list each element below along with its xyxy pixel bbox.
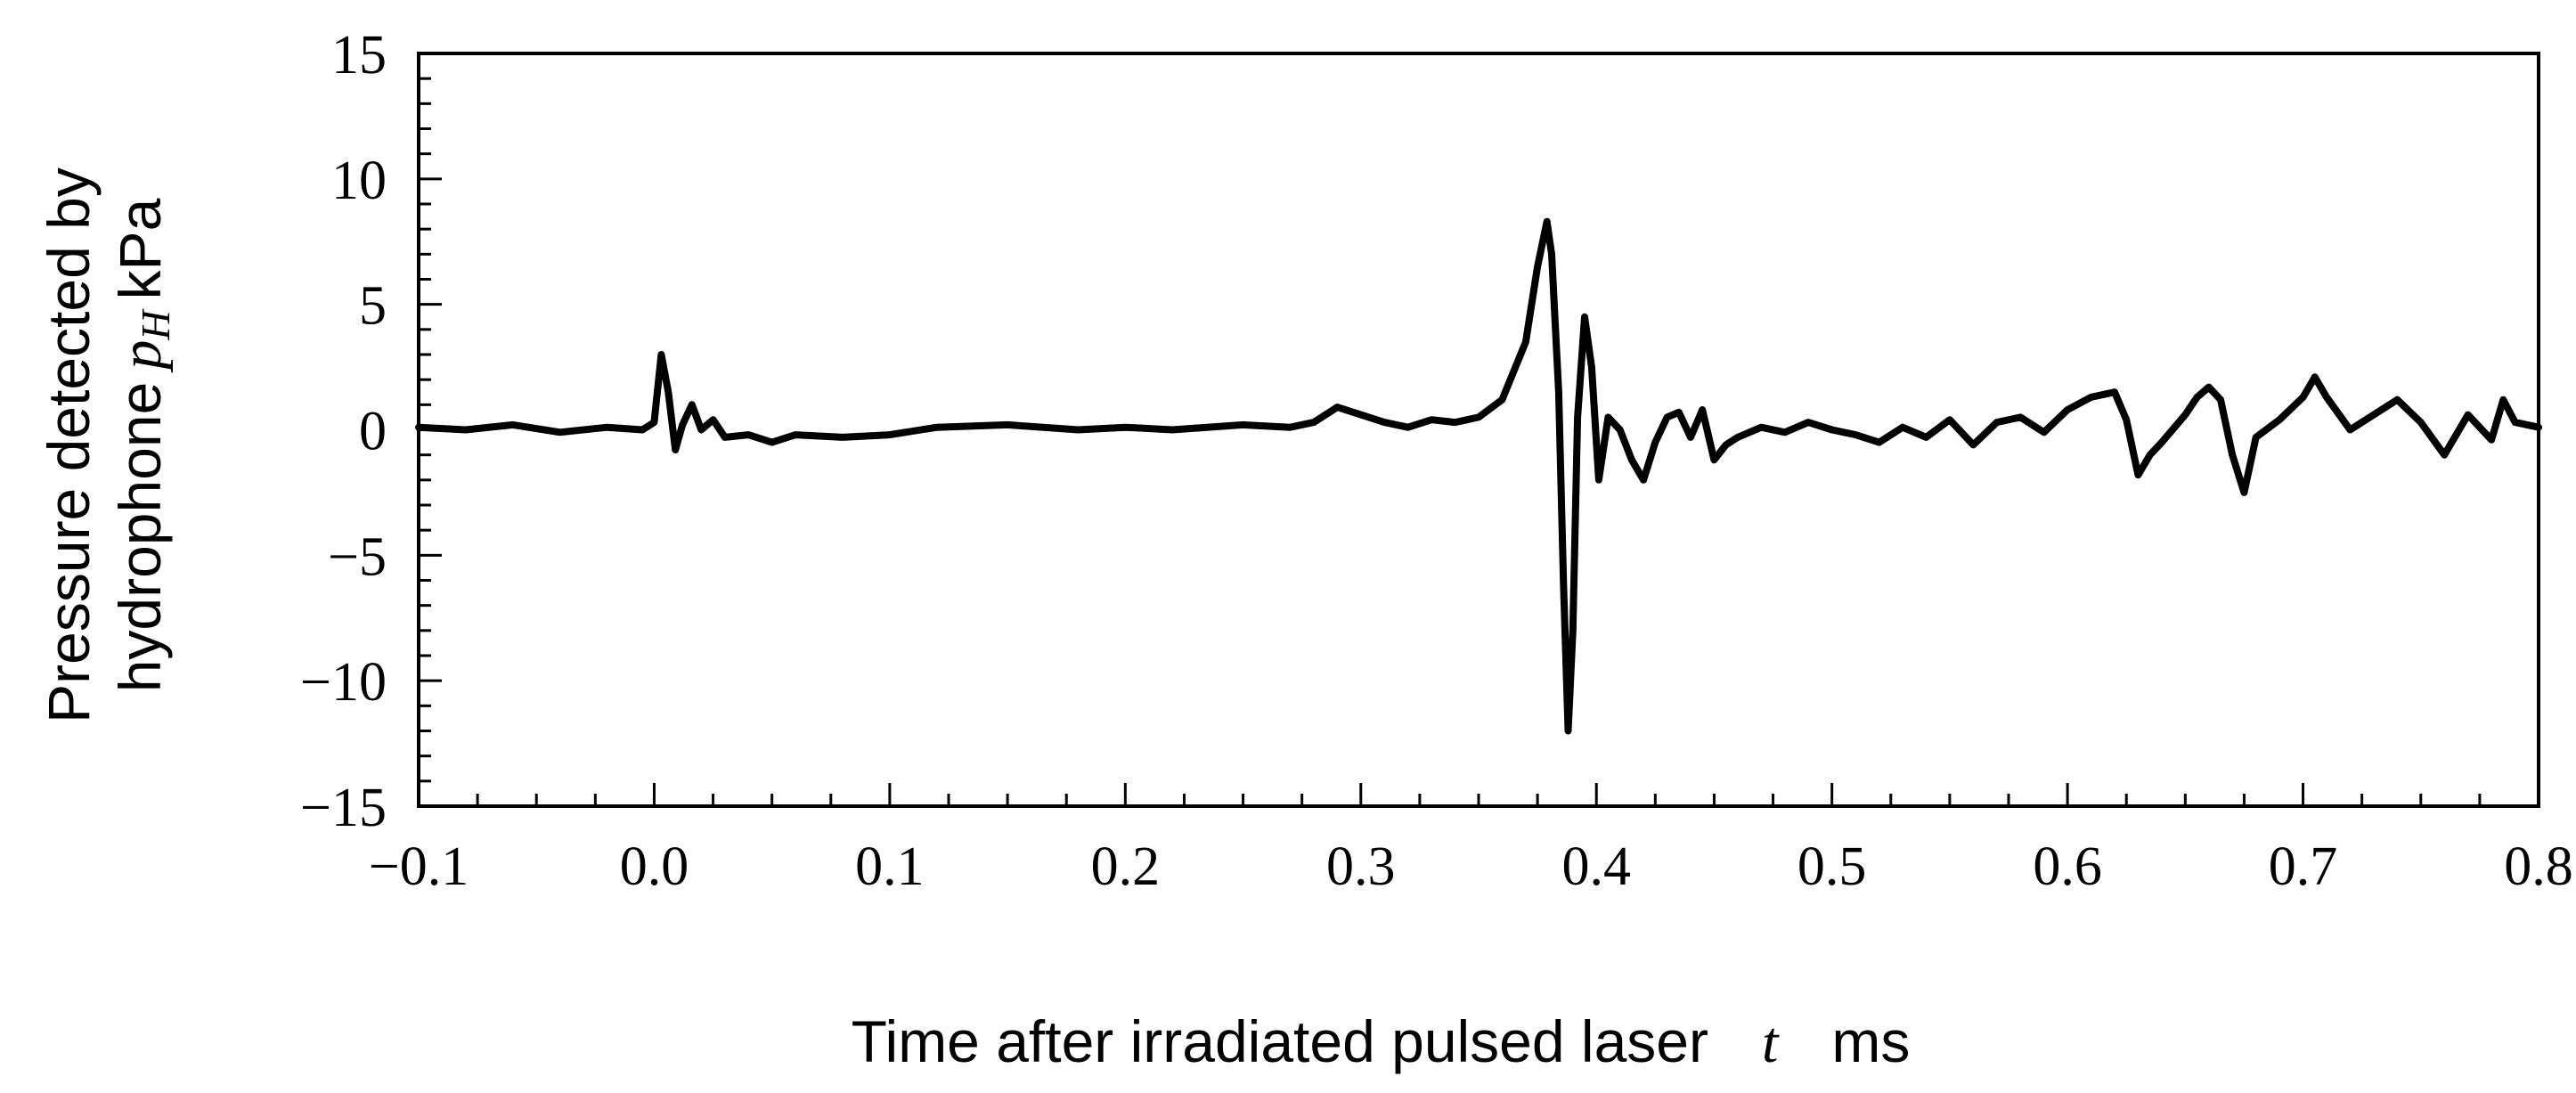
y-tick-label: 15	[331, 25, 387, 86]
y-axis-title-line1: Pressure detected by	[36, 167, 102, 723]
y-tick-label: 5	[359, 276, 387, 337]
y-tick-labels: 15 10 5 0 −5 −10 −15	[300, 25, 387, 838]
y-axis-subscript: H	[133, 308, 178, 341]
x-tick-label: 0.5	[1797, 836, 1867, 897]
x-axis-variable: t	[1762, 1010, 1780, 1075]
x-tick-label: 0.7	[2269, 836, 2338, 897]
axis-ticks	[417, 52, 2540, 808]
x-tick-label: 0.6	[2033, 836, 2102, 897]
plot-frame	[417, 52, 2540, 808]
x-tick-label: 0.1	[855, 836, 925, 897]
x-tick-label: 0.8	[2504, 836, 2573, 897]
y-axis-variable: p	[109, 340, 174, 373]
y-tick-label: −15	[300, 778, 387, 838]
y-axis-unit: kPa	[107, 198, 173, 299]
x-tick-label: −0.1	[369, 836, 469, 897]
y-axis-title: Pressure detected by hydrophone pHkPa	[36, 167, 178, 723]
x-tick-labels: −0.1 0.0 0.1 0.2 0.3 0.4 0.5 0.6 0.7 0.8	[369, 836, 2573, 897]
y-tick-label: −10	[300, 652, 387, 713]
x-tick-label: 0.3	[1326, 836, 1396, 897]
x-tick-label: 0.4	[1561, 836, 1631, 897]
pressure-trace-line	[415, 217, 2542, 735]
y-tick-label: −5	[328, 526, 387, 587]
x-tick-label: 0.2	[1091, 836, 1161, 897]
x-axis-title: Time after irradiated pulsed laser t ms	[852, 1008, 1911, 1075]
x-tick-label: 0.0	[620, 836, 689, 897]
y-tick-label: 10	[331, 151, 387, 211]
x-axis-unit: ms	[1831, 1008, 1910, 1074]
y-tick-label: 0	[359, 402, 387, 462]
y-axis-title-line2: hydrophone pHkPa	[107, 198, 178, 692]
y-axis-title-prefix: hydrophone	[107, 382, 173, 693]
x-axis-title-text: Time after irradiated pulsed laser	[852, 1008, 1708, 1074]
